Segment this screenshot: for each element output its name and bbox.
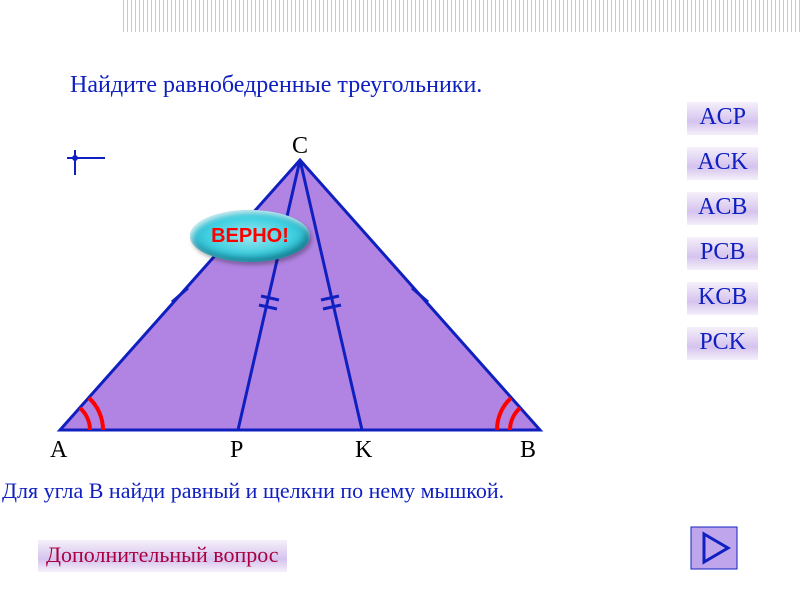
slide: { "title_text": "Найдите равнобедренные …: [0, 0, 800, 600]
answer-pck[interactable]: PCK: [687, 327, 758, 360]
answer-ack[interactable]: ACK: [687, 147, 758, 180]
top-decorative-bar: [0, 0, 800, 32]
answer-acp[interactable]: ACP: [687, 102, 758, 135]
answer-kcb[interactable]: KCB: [687, 282, 758, 315]
label-b: B: [520, 437, 536, 464]
label-c: C: [292, 133, 308, 160]
top-bar-hatching: [120, 0, 800, 32]
correct-bubble-text: ВЕРНО!: [211, 225, 289, 248]
top-bar-left: [0, 0, 120, 32]
answer-pcb[interactable]: PCB: [687, 237, 758, 270]
triangle-diagram: [30, 130, 570, 460]
slide-title: Найдите равнобедренные треугольники.: [70, 72, 482, 99]
answer-acb[interactable]: ACB: [687, 192, 758, 225]
additional-question-button[interactable]: Дополнительный вопрос: [38, 540, 287, 572]
triangle-acb[interactable]: [60, 160, 540, 430]
next-slide-button[interactable]: [690, 526, 738, 570]
answers-column: ACP ACK ACB PCB KCB PCK: [687, 102, 758, 360]
label-p: P: [230, 437, 243, 464]
label-k: K: [355, 437, 372, 464]
correct-bubble: ВЕРНО!: [190, 210, 310, 262]
label-a: A: [50, 437, 67, 464]
instruction-text: Для угла В найди равный и щелкни по нему…: [2, 478, 504, 504]
